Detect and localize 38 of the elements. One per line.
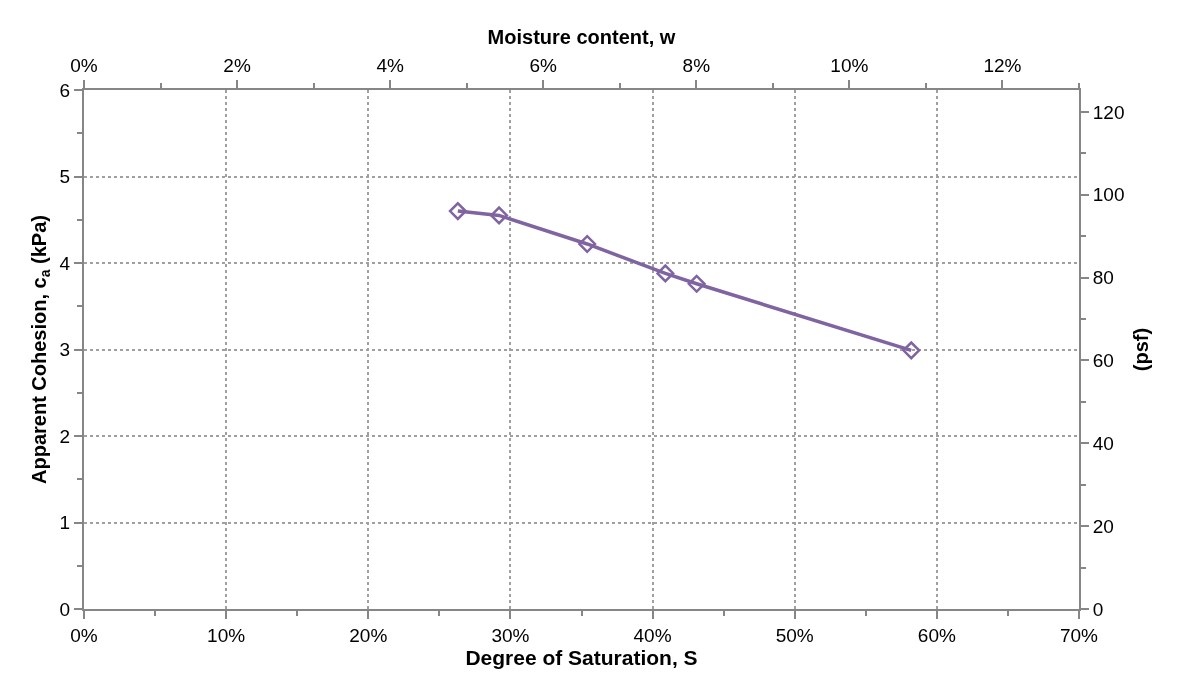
y2-tick-label: 40 (1092, 432, 1114, 454)
y2-tick-label: 120 (1092, 101, 1125, 123)
x-axis-title: Degree of Saturation, S (465, 645, 698, 669)
x-tick-label: 0% (70, 624, 98, 646)
y2-tick-label: 80 (1092, 267, 1114, 289)
x2-tick-label: 10% (830, 55, 869, 77)
x2-axis-title: Moisture content, w (487, 26, 676, 49)
point (448, 202, 467, 221)
y-tick-label: 4 (59, 252, 71, 274)
y-tick-label: 3 (59, 339, 71, 361)
y2-tick-label: 20 (1092, 515, 1114, 537)
x-tick-label: 70% (1059, 624, 1099, 646)
x2-tick-label: 12% (983, 55, 1022, 77)
x2-tick-label: 8% (682, 55, 711, 77)
y-tick-label: 1 (59, 512, 71, 534)
y2-tick-label: 100 (1092, 184, 1125, 206)
x-tick-label: 50% (775, 624, 814, 646)
point (902, 341, 921, 360)
y2-axis-title: (psf) (1129, 327, 1152, 372)
x2-tick-label: 2% (223, 55, 251, 77)
point (490, 206, 509, 225)
x2-tick-label: 4% (376, 55, 404, 77)
x-tick-label: 20% (349, 624, 388, 646)
point (687, 274, 706, 293)
y2-tick-label: 0 (1092, 598, 1104, 620)
point (578, 234, 597, 254)
x-tick-label: 10% (207, 624, 246, 646)
x-tick-label: 60% (917, 624, 956, 646)
y-tick-label: 6 (59, 79, 71, 101)
x-tick-label: 40% (633, 624, 672, 646)
x-tick-label: 30% (491, 624, 530, 646)
y-tick-label: 0 (59, 598, 71, 620)
x2-tick-label: 6% (529, 55, 558, 77)
x2-tick-label: 0% (70, 55, 98, 77)
y-tick-label: 2 (59, 425, 71, 447)
y-tick-label: 5 (59, 166, 71, 188)
point (656, 264, 675, 283)
y2-tick-label: 60 (1092, 350, 1114, 372)
